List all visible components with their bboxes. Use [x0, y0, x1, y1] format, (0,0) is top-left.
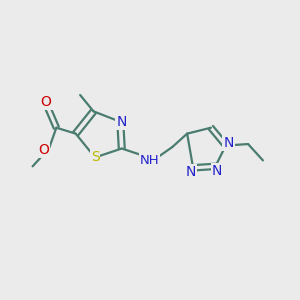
Text: O: O [38, 143, 49, 157]
Text: O: O [40, 95, 51, 109]
Text: N: N [117, 115, 127, 129]
Text: N: N [224, 136, 234, 150]
Text: N: N [212, 164, 222, 178]
Text: S: S [91, 150, 99, 164]
Text: N: N [185, 165, 196, 179]
Text: NH: NH [140, 154, 159, 167]
